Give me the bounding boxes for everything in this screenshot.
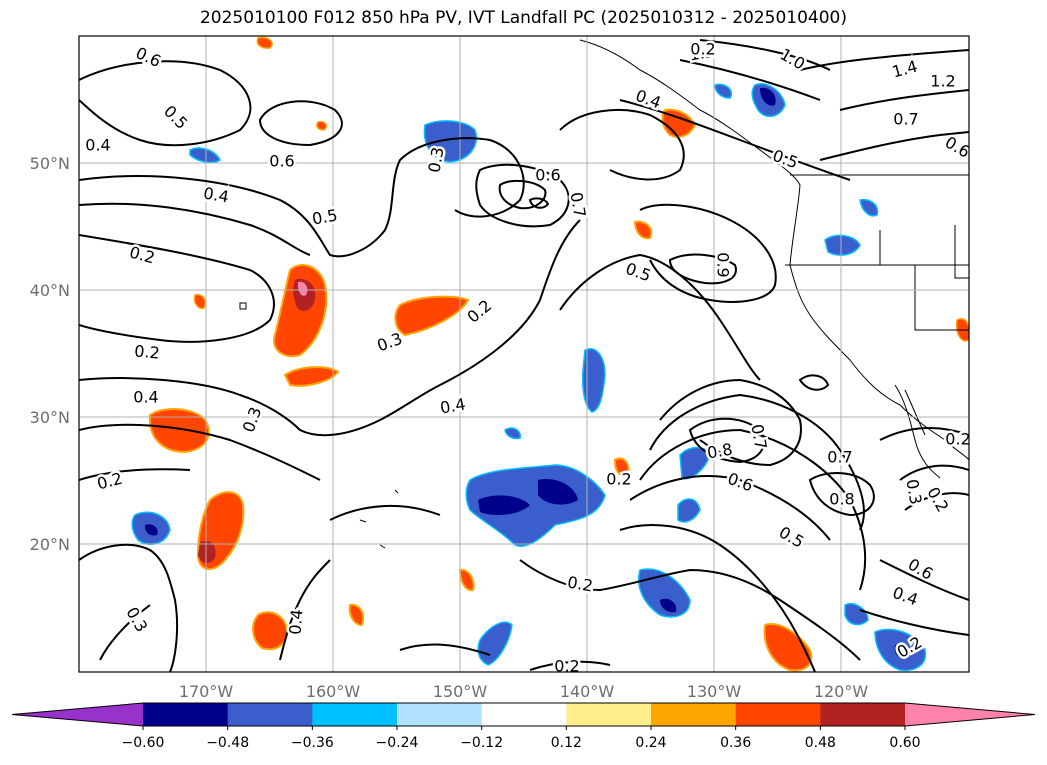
contour-label: 0.4 (85, 136, 110, 155)
contour-label: 1.2 (688, 41, 716, 64)
coastlines (239, 39, 969, 549)
lon-label-170w: 170°W (179, 682, 234, 701)
lat-label-50n: 50°N (30, 154, 70, 173)
contour-label: 0.8 (706, 439, 734, 462)
contour-label-halo: 0.6 (269, 152, 294, 171)
contour-label-halo: 0.4 (133, 388, 158, 407)
contour-label-halo: 0.2 (606, 470, 631, 489)
lat-label-30n: 30°N (30, 408, 70, 427)
colorbar: −0.60 −0.48 −0.36 −0.24 −0.12 0.12 0.24 0.36 0.4… (11, 702, 1036, 751)
colorbar-tick-label: −0.60 (122, 735, 165, 751)
map-area (79, 36, 969, 672)
lon-label-150w: 150°W (433, 682, 488, 701)
contour-label: 0.7 (566, 191, 589, 219)
contour-label: 0.4 (285, 608, 306, 635)
contour-label-halo: 1.2 (930, 72, 955, 91)
contour-label: 0.6 (535, 166, 560, 185)
contour-label: 0.7 (827, 448, 852, 467)
colorbar-tick-label: 0.60 (889, 735, 920, 751)
colorbar-segment (566, 703, 652, 726)
colorbar-tick-label: −0.36 (291, 735, 334, 751)
colorbar-segment (143, 703, 229, 726)
pv-contours (79, 39, 969, 672)
lon-label-140w: 140°W (560, 682, 615, 701)
gridlines (79, 36, 969, 672)
contour-label-halo: 0.2 (554, 657, 579, 676)
contour-label-halo: 0.2 (945, 430, 970, 449)
contour-label-halo: 0.7 (566, 191, 589, 219)
colorbar-extend-low (12, 703, 143, 726)
contour-label: 0.2 (945, 430, 970, 449)
contour-label-halo: 0.9 (714, 252, 733, 277)
map-title: 2025010100 F012 850 hPa PV, IVT Landfall… (199, 8, 847, 28)
contour-label-halo: 0.6 (535, 166, 560, 185)
longitude-labels: 170°W 160°W 150°W 140°W 130°W 120°W (179, 682, 869, 701)
colorbar-segment (481, 703, 567, 726)
colorbar-segment (227, 703, 313, 726)
map-frame (78, 35, 970, 673)
contour-label-halo: 0.2 (690, 40, 715, 59)
colorbar-extend-high (905, 703, 1035, 726)
colorbar-tick-label: −0.12 (460, 735, 503, 751)
pv-shading (131, 36, 969, 672)
lat-label-20n: 20°N (30, 535, 70, 554)
contour-label-halo: 0.8 (829, 490, 854, 509)
contour-label: 0.8 (829, 490, 854, 509)
contour-label: 0.3 (424, 146, 447, 174)
colorbar-segment (397, 703, 483, 726)
contour-label-halo: 0.4 (85, 136, 110, 155)
contour-label-halo: 0.7 (893, 110, 918, 129)
colorbar-tick-label: 0.12 (551, 735, 582, 751)
latitude-labels: 50°N 40°N 30°N 20°N (30, 154, 70, 554)
contour-label: 0.7 (747, 423, 770, 451)
colorbar-tick-label: 0.36 (720, 735, 751, 751)
colorbar-segment (651, 703, 737, 726)
colorbar-tick-label: −0.48 (206, 735, 249, 751)
colorbar-tick-label: −0.24 (376, 735, 419, 751)
contour-label: 0.3 (902, 478, 925, 506)
contour-label: 0.4 (202, 183, 230, 206)
colorbar-tick-label: 0.48 (805, 735, 836, 751)
colorbar-tick-label: 0.24 (635, 735, 666, 751)
contour-label: 0.9 (714, 252, 733, 277)
contour-label: 0.7 (893, 110, 918, 129)
contour-label: 0.5 (311, 205, 339, 228)
contour-label: 0.2 (690, 40, 715, 59)
colorbar-segment (820, 703, 906, 726)
contour-label: 0.2 (606, 470, 631, 489)
contour-label: 0.4 (439, 394, 467, 417)
contour-label-halo: 0.7 (827, 448, 852, 467)
contour-label: 0.2 (134, 341, 161, 362)
colorbar-segment (735, 703, 821, 726)
lon-label-120w: 120°W (814, 682, 869, 701)
contour-label: 1.2 (930, 72, 955, 91)
lat-label-40n: 40°N (30, 281, 70, 300)
contour-label: 0.4 (133, 388, 158, 407)
contour-label: 0.2 (566, 572, 594, 595)
contour-label: 0.2 (554, 657, 579, 676)
contour-label: 0.6 (269, 152, 294, 171)
lon-label-130w: 130°W (687, 682, 742, 701)
lon-label-160w: 160°W (306, 682, 361, 701)
colorbar-segment (312, 703, 398, 726)
